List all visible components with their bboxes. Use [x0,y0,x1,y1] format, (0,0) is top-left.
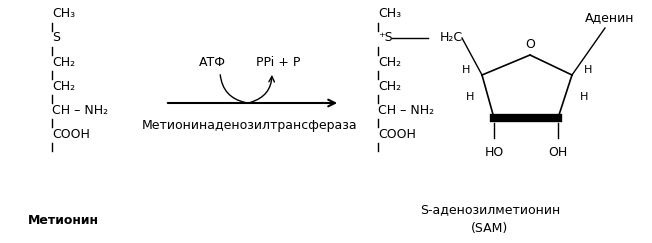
Text: CH₂: CH₂ [52,79,75,93]
Text: CH – NH₂: CH – NH₂ [378,104,434,116]
Text: H: H [462,65,470,75]
Text: COOH: COOH [52,128,90,140]
Text: HO: HO [484,146,503,158]
Text: H: H [466,92,474,102]
Text: H: H [580,92,588,102]
Text: ⁺S: ⁺S [378,32,393,44]
Text: H: H [584,65,592,75]
Text: PPi + P: PPi + P [256,55,300,69]
Text: COOH: COOH [378,128,416,140]
Text: H₂C: H₂C [440,32,463,44]
Text: CH – NH₂: CH – NH₂ [52,104,108,116]
Text: S: S [52,32,60,44]
Text: CH₂: CH₂ [52,55,75,69]
Text: CH₂: CH₂ [378,55,401,69]
Text: OH: OH [548,146,568,158]
Text: Метионинаденозилтрансфераза: Метионинаденозилтрансфераза [142,119,358,131]
Text: Аденин: Аденин [585,11,635,25]
Text: (SAM): (SAM) [471,222,509,234]
Text: АТФ: АТФ [198,55,226,69]
Text: Метионин: Метионин [28,214,99,226]
Text: CH₃: CH₃ [52,8,75,20]
Text: S-аденозилметионин: S-аденозилметионин [420,203,560,217]
Text: O: O [525,38,535,52]
Text: CH₃: CH₃ [378,8,401,20]
Text: CH₂: CH₂ [378,79,401,93]
